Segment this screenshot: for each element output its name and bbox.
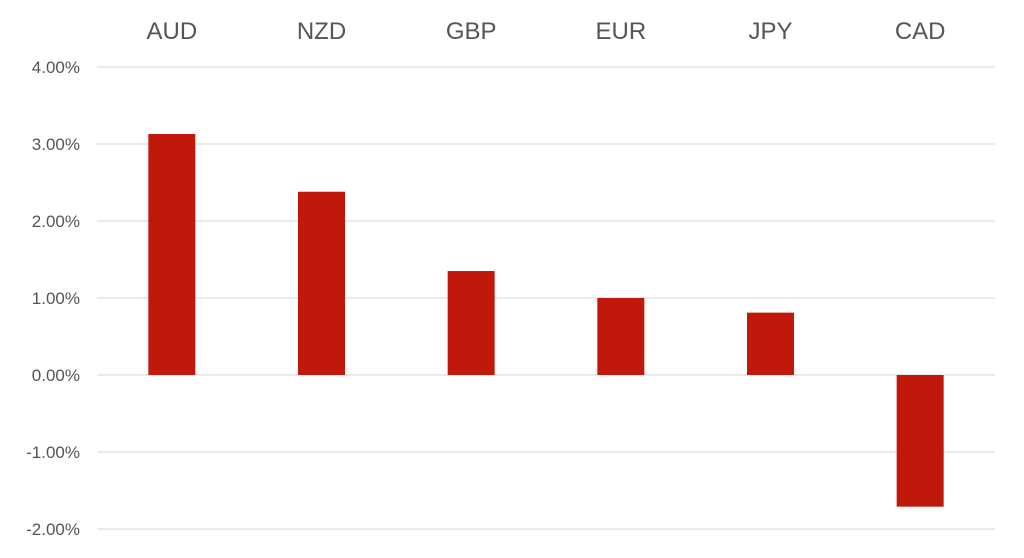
y-tick-label: -1.00% (26, 443, 80, 462)
y-tick-label: 0.00% (32, 366, 80, 385)
y-tick-label: 4.00% (32, 58, 80, 77)
bar-eur (597, 298, 645, 375)
bar-cad (896, 375, 944, 507)
y-tick-label: -2.00% (26, 520, 80, 539)
category-label: CAD (895, 18, 946, 45)
bar-nzd (298, 191, 345, 375)
category-label: GBP (446, 18, 497, 45)
category-label: AUD (146, 18, 197, 45)
bar-aud (148, 133, 196, 375)
gridlines (97, 66, 995, 530)
bars (148, 133, 944, 507)
category-label: JPY (748, 18, 792, 45)
category-labels: AUD NZD GBP EUR JPY CAD (146, 18, 945, 45)
bar-jpy (747, 312, 794, 375)
category-label: NZD (297, 18, 346, 45)
category-label: EUR (595, 18, 646, 45)
y-tick-label: 1.00% (32, 289, 80, 308)
y-axis-tick-labels: 4.00% 3.00% 2.00% 1.00% 0.00% -1.00% -2.00% (26, 58, 80, 539)
bar-gbp (447, 271, 495, 375)
y-tick-label: 2.00% (32, 212, 80, 231)
y-tick-label: 3.00% (32, 135, 80, 154)
